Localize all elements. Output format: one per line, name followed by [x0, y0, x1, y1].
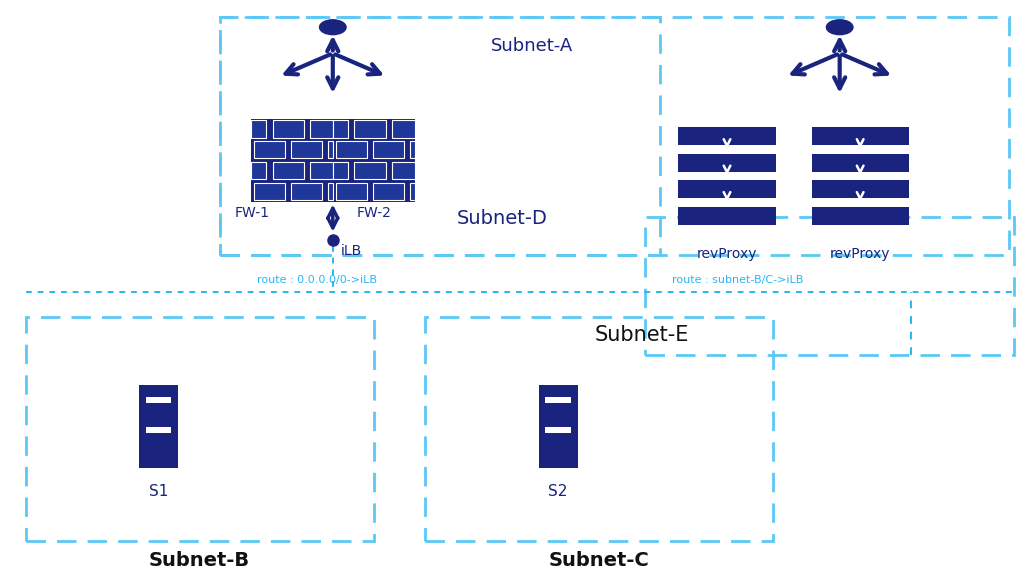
Bar: [411, 141, 415, 158]
Bar: [336, 182, 367, 200]
Bar: [254, 182, 285, 200]
Bar: [251, 119, 333, 202]
Bar: [336, 141, 367, 158]
Bar: [678, 127, 776, 145]
Text: FW-2: FW-2: [356, 206, 391, 220]
Bar: [373, 182, 404, 200]
Bar: [310, 121, 333, 138]
Bar: [254, 141, 285, 158]
Bar: [392, 162, 415, 179]
Bar: [251, 121, 266, 138]
Bar: [373, 141, 404, 158]
Bar: [546, 397, 570, 403]
Circle shape: [319, 20, 346, 35]
Bar: [333, 121, 348, 138]
Bar: [678, 180, 776, 198]
Bar: [272, 121, 304, 138]
Bar: [392, 121, 415, 138]
Text: S1: S1: [150, 484, 168, 499]
Text: FW-1: FW-1: [234, 206, 269, 220]
Bar: [811, 180, 909, 198]
Text: Subnet-D: Subnet-D: [457, 209, 547, 228]
Text: route : subnet-B/C->iLB: route : subnet-B/C->iLB: [672, 275, 803, 285]
Bar: [354, 162, 386, 179]
Bar: [333, 162, 348, 179]
Bar: [146, 397, 171, 403]
Text: route : 0.0.0.0/0->iLB: route : 0.0.0.0/0->iLB: [257, 275, 378, 285]
Text: iLB: iLB: [341, 244, 362, 258]
Bar: [811, 154, 909, 172]
Bar: [291, 182, 323, 200]
Bar: [251, 162, 266, 179]
Text: Subnet-B: Subnet-B: [150, 551, 250, 570]
Bar: [539, 384, 578, 468]
Bar: [411, 182, 415, 200]
Text: Subnet-C: Subnet-C: [549, 551, 649, 570]
Bar: [811, 206, 909, 225]
Bar: [146, 427, 171, 433]
Bar: [329, 182, 333, 200]
Bar: [811, 127, 909, 145]
Bar: [329, 141, 333, 158]
Text: revProxy: revProxy: [829, 247, 891, 261]
Bar: [546, 427, 570, 433]
Text: Subnet-A: Subnet-A: [492, 37, 573, 55]
Circle shape: [826, 20, 853, 35]
Text: S2: S2: [549, 484, 567, 499]
Bar: [333, 119, 415, 202]
Bar: [678, 154, 776, 172]
Bar: [310, 162, 333, 179]
Bar: [354, 121, 386, 138]
Text: revProxy: revProxy: [696, 247, 758, 261]
Bar: [678, 206, 776, 225]
Bar: [272, 162, 304, 179]
Bar: [291, 141, 323, 158]
Text: Subnet-E: Subnet-E: [595, 325, 689, 344]
Bar: [139, 384, 178, 468]
